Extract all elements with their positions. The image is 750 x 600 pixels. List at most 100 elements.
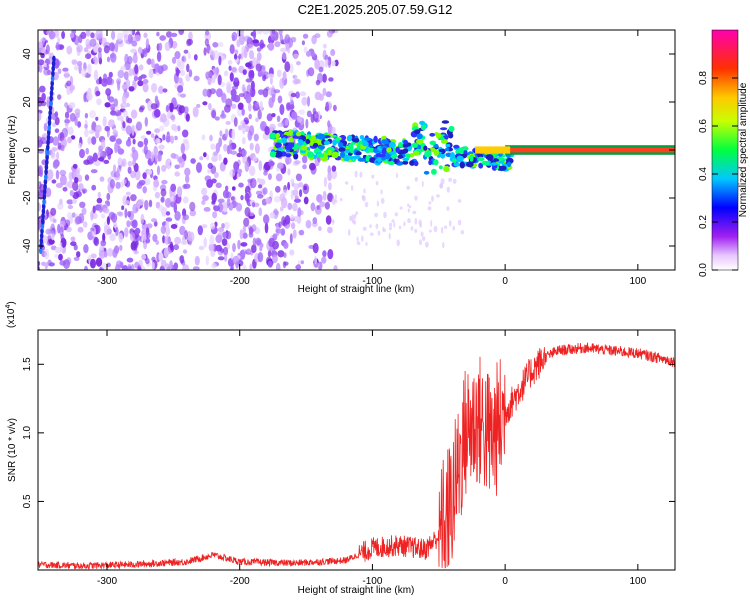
spectrogram-signal-cell xyxy=(387,161,395,166)
spectrogram-noise-cell xyxy=(41,133,49,143)
spectrogram-noise-cell xyxy=(250,80,255,92)
spectrogram-noise-cell xyxy=(50,207,57,216)
spectrogram-noise-cell xyxy=(38,63,43,73)
spectrogram-noise-cell xyxy=(187,52,191,59)
spectrogram-noise-cell xyxy=(73,169,80,178)
spectrogram-noise-cell xyxy=(267,73,275,79)
spectrogram-noise-cell xyxy=(269,212,275,219)
spectrogram-noise-cell xyxy=(165,31,173,38)
spectrogram-noise-cell xyxy=(142,48,148,58)
spectrogram-noise-cell xyxy=(209,235,215,246)
spectrogram-noise-cell xyxy=(52,160,59,169)
spectrogram-noise-cell xyxy=(356,241,361,246)
spectrogram-signal-cell xyxy=(355,151,362,156)
spectrogram-noise-cell xyxy=(457,219,462,226)
spectrogram-noise-cell xyxy=(273,195,281,203)
spectrogram-noise-cell xyxy=(233,201,238,206)
spectrogram-noise-cell xyxy=(233,161,240,171)
spectrogram-noise-cell xyxy=(353,220,356,225)
spectrogram-signal-cell xyxy=(372,148,379,153)
spectrogram-noise-cell xyxy=(116,169,120,178)
spectrogram-noise-cell xyxy=(300,260,304,265)
spectrogram-streak-cell xyxy=(44,163,49,171)
spectrogram-noise-cell xyxy=(217,227,225,233)
spectrogram-streak-cell xyxy=(50,85,54,92)
spectrogram-noise-cell xyxy=(289,96,293,106)
spectrogram-signal-cell xyxy=(481,160,490,166)
spectrogram-noise-cell xyxy=(98,47,102,53)
spectrogram-signal-cell xyxy=(364,137,372,141)
spectrogram-noise-cell xyxy=(208,103,212,111)
spectrogram-streak-cell xyxy=(44,168,48,176)
spectrogram-x-tick-label: 0 xyxy=(502,276,508,287)
spectrogram-noise-cell xyxy=(45,228,52,235)
spectrogram-noise-cell xyxy=(253,30,256,40)
spectrogram-noise-cell xyxy=(331,198,336,205)
spectrogram-noise-cell xyxy=(371,174,375,179)
spectrogram-noise-cell xyxy=(240,30,244,36)
spectrogram-noise-cell xyxy=(127,166,132,174)
spectrogram-noise-cell xyxy=(201,200,206,205)
spectrogram-noise-cell xyxy=(223,157,228,165)
spectrogram-noise-cell xyxy=(204,38,209,47)
spectrogram-noise-cell xyxy=(267,173,272,181)
spectrogram-noise-cell xyxy=(433,225,438,233)
spectrogram-noise-cell xyxy=(130,194,137,202)
spectrogram-noise-cell xyxy=(182,264,190,270)
spectrogram-signal-cell xyxy=(487,155,494,162)
spectrogram-signal-cell xyxy=(465,161,474,168)
spectrogram-noise-cell xyxy=(242,264,247,270)
spectrogram-noise-cell xyxy=(133,163,139,173)
spectrogram-noise-cell xyxy=(65,219,71,227)
spectrogram-signal-cell xyxy=(402,157,410,162)
spectrogram-noise-cell xyxy=(161,179,168,185)
spectrogram-noise-cell xyxy=(298,229,305,236)
spectrogram-noise-cell xyxy=(193,75,200,82)
spectrogram-noise-cell xyxy=(145,38,149,49)
colorbar-label: Normalized spectral amplitude xyxy=(738,82,749,217)
spectrogram-noise-cell xyxy=(72,198,77,204)
spectrogram-noise-cell xyxy=(218,153,222,161)
spectrogram-signal-cell xyxy=(276,139,283,144)
spectrogram-noise-cell xyxy=(132,138,136,145)
spectrogram-noise-cell xyxy=(394,212,398,217)
spectrogram-noise-cell xyxy=(147,100,154,112)
spectrogram-noise-cell xyxy=(104,102,111,108)
spectrogram-noise-cell xyxy=(100,262,108,269)
spectrogram-noise-cell xyxy=(154,128,161,134)
spectrogram-noise-cell xyxy=(160,113,167,123)
spectrogram-signal-cell xyxy=(428,159,433,166)
spectrogram-noise-cell xyxy=(84,128,89,138)
spectrogram-noise-cell xyxy=(196,162,202,174)
spectrogram-noise-cell xyxy=(209,222,216,230)
spectrogram-noise-cell xyxy=(71,59,78,65)
spectrogram-noise-cell xyxy=(211,74,216,84)
spectrogram-noise-cell xyxy=(154,191,160,199)
spectrogram-noise-cell xyxy=(302,164,307,170)
spectrogram-noise-cell xyxy=(312,262,320,268)
spectrogram-noise-cell xyxy=(106,192,111,201)
spectrogram-noise-cell xyxy=(185,113,190,122)
spectrogram-noise-cell xyxy=(245,93,252,104)
spectrogram-noise-cell xyxy=(237,239,241,250)
spectrogram-signal-cell xyxy=(469,154,474,162)
spectrogram-signal-cell xyxy=(395,146,400,153)
spectrogram-noise-cell xyxy=(355,211,359,216)
spectrogram-noise-cell xyxy=(77,226,84,233)
snr-plot-frame xyxy=(37,329,676,571)
spectrogram-noise-cell xyxy=(210,250,216,257)
spectrogram-noise-cell xyxy=(303,196,309,205)
spectrogram-noise-cell xyxy=(208,243,215,252)
spectrogram-noise-cell xyxy=(209,88,216,95)
spectrogram-noise-cell xyxy=(159,125,165,132)
spectrogram-noise-cell xyxy=(80,68,87,77)
spectrogram-noise-cell xyxy=(231,94,237,102)
spectrogram-noise-cell xyxy=(444,225,448,229)
spectrogram-noise-cell xyxy=(231,31,238,41)
spectrogram-signal-cell xyxy=(377,156,382,163)
spectrogram-signal-cell xyxy=(285,153,292,158)
spectrogram-noise-cell xyxy=(182,214,189,221)
spectrogram-noise-cell xyxy=(255,117,259,123)
spectrogram-signal-cell xyxy=(349,156,358,161)
spectrogram-noise-cell xyxy=(91,184,97,191)
